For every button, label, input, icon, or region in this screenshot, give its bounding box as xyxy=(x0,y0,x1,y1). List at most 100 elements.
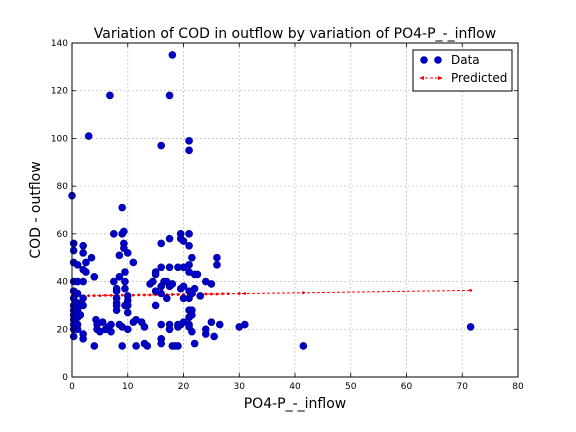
data-point xyxy=(110,277,118,286)
y-tick-label: 0 xyxy=(62,373,68,383)
data-point xyxy=(157,339,165,348)
y-tick-label: 20 xyxy=(57,325,69,335)
data-point xyxy=(79,277,87,286)
predicted-point xyxy=(209,292,213,296)
data-point xyxy=(299,342,308,350)
x-tick-label: 50 xyxy=(345,382,357,392)
data-point xyxy=(202,330,210,338)
predicted-line xyxy=(72,289,471,297)
data-point xyxy=(82,268,90,276)
y-tick-label: 60 xyxy=(57,230,69,240)
y-tick-label: 100 xyxy=(51,134,68,144)
data-point xyxy=(79,294,87,303)
data-point xyxy=(179,237,188,245)
predicted-point xyxy=(109,294,113,297)
legend-predicted-arrow-right xyxy=(438,76,443,80)
y-tick-label: 120 xyxy=(51,87,68,97)
data-point xyxy=(185,261,193,269)
x-tick-label: 10 xyxy=(122,382,134,392)
data-point xyxy=(207,318,216,326)
x-axis-title: PO4-P_-_inflow xyxy=(244,396,347,412)
data-point xyxy=(215,320,224,329)
data-point xyxy=(98,318,107,326)
data-point xyxy=(168,51,177,59)
axis-ticks: 0 10 20 30 40 50 60 70 80 0 20 40 60 80 100 120 140 xyxy=(51,39,524,392)
data-point xyxy=(123,249,132,257)
data-point xyxy=(466,323,475,331)
data-point xyxy=(106,91,114,100)
data-point xyxy=(118,203,126,212)
predicted-point xyxy=(226,292,230,296)
data-point xyxy=(165,91,174,100)
data-point xyxy=(207,280,216,288)
data-point xyxy=(157,320,165,329)
data-point xyxy=(90,272,99,281)
predicted-point xyxy=(143,293,146,297)
data-point xyxy=(149,277,157,286)
data-point xyxy=(196,292,205,300)
predicted-point xyxy=(98,294,102,298)
data-point xyxy=(185,230,193,238)
data-point xyxy=(69,246,78,255)
data-point xyxy=(213,261,221,269)
x-tick-label: 20 xyxy=(178,382,190,392)
data-point xyxy=(143,342,152,350)
data-point xyxy=(112,287,121,295)
data-point xyxy=(140,323,149,331)
predicted-point xyxy=(176,293,180,296)
predicted-point xyxy=(148,293,152,297)
data-point xyxy=(84,132,93,140)
data-point xyxy=(79,249,87,257)
data-point xyxy=(179,282,188,291)
y-tick-label: 40 xyxy=(57,278,69,288)
x-tick-label: 60 xyxy=(401,382,413,392)
grid xyxy=(72,43,518,377)
data-point xyxy=(185,146,193,155)
legend-box xyxy=(412,49,513,92)
data-point xyxy=(188,311,196,319)
predicted-point xyxy=(131,293,135,297)
legend-predicted-arrow-left xyxy=(419,76,424,80)
data-point xyxy=(79,241,87,250)
data-point xyxy=(123,308,132,317)
data-point xyxy=(79,301,87,310)
data-point xyxy=(73,289,82,298)
predicted-point xyxy=(243,292,247,295)
legend-data-marker-2 xyxy=(434,56,442,64)
data-point xyxy=(188,253,196,262)
y-tick-label: 80 xyxy=(57,182,69,192)
data-point xyxy=(107,327,115,336)
data-point xyxy=(188,327,196,336)
data-point xyxy=(151,301,160,310)
predicted-point xyxy=(87,294,91,298)
data-point xyxy=(115,251,124,260)
data-point xyxy=(185,241,193,250)
data-point xyxy=(157,239,165,248)
data-point xyxy=(241,320,249,329)
predicted-point xyxy=(204,292,208,296)
predicted-point xyxy=(137,293,141,297)
y-tick-label: 140 xyxy=(51,39,68,49)
data-point xyxy=(132,342,140,350)
data-point xyxy=(193,270,202,279)
x-tick-label: 40 xyxy=(289,382,301,392)
data-point xyxy=(210,332,218,341)
data-point xyxy=(123,325,132,334)
data-point xyxy=(79,335,87,343)
data-point xyxy=(190,339,199,348)
data-point xyxy=(151,270,160,279)
data-point xyxy=(90,342,99,350)
data-point xyxy=(69,332,78,341)
data-point xyxy=(73,261,82,269)
data-series xyxy=(68,51,475,350)
predicted-point xyxy=(237,292,241,295)
data-point xyxy=(121,277,129,286)
predicted-point xyxy=(215,292,219,296)
y-axis-title: COD - outflow xyxy=(28,161,44,258)
predicted-point xyxy=(104,294,107,297)
data-point xyxy=(165,263,174,272)
data-point xyxy=(162,294,171,303)
data-point xyxy=(112,306,121,315)
